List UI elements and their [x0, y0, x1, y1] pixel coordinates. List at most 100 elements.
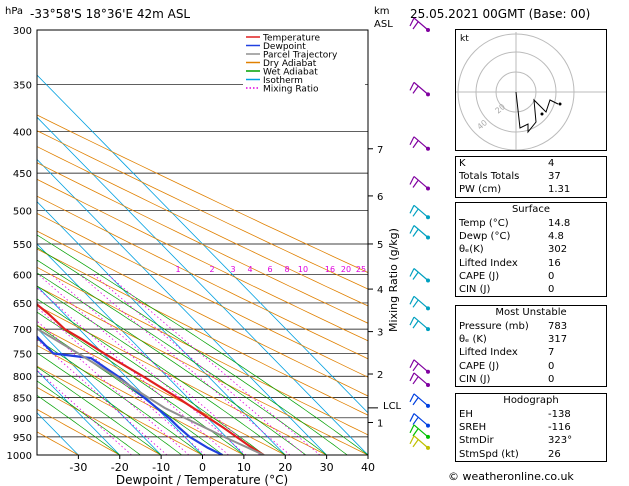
wind-barb — [413, 136, 429, 150]
mixing-ratio-line — [38, 274, 247, 455]
row-value: 783 — [548, 321, 568, 332]
dry-adiabat — [37, 408, 120, 455]
height-km-tick-label: 2 — [377, 370, 383, 381]
legend-item-label: Dewpoint — [263, 42, 306, 52]
wind-barb — [413, 424, 429, 438]
table-row: θₑ (K) 317 — [456, 333, 606, 346]
row-label: K — [459, 158, 466, 169]
table-title: Most Unstable — [495, 307, 567, 318]
row-label: θₑ (K) — [459, 334, 487, 346]
table-row: Pressure (mb) 783 — [456, 320, 606, 333]
row-label: CIN (J) — [459, 373, 491, 385]
table-row: θₑ(K) 302 — [456, 243, 606, 256]
dry-adiabat — [37, 305, 327, 455]
table-row: StmSpd (kt) 26 — [456, 448, 606, 461]
row-label: Pressure (mb) — [459, 321, 529, 332]
row-value: 37 — [548, 171, 561, 183]
dry-adiabat — [37, 431, 79, 455]
wind-barb — [413, 413, 429, 427]
row-label: SREH — [459, 422, 487, 434]
table-row: PW (cm) 1.31 — [456, 183, 606, 196]
height-km-tick-label: 3 — [377, 328, 383, 339]
row-label: CAPE (J) — [459, 270, 500, 282]
legend-item-label: Temperature — [262, 34, 320, 44]
legend-item-label: Dry Adiabat — [263, 59, 317, 69]
x-axis-label: Dewpoint / Temperature (°C) — [116, 473, 288, 486]
row-value: 323° — [548, 435, 573, 447]
dry-adiabat — [37, 178, 368, 342]
dry-adiabat — [37, 114, 368, 273]
wind-barb — [413, 435, 429, 449]
row-value: 7 — [548, 347, 555, 359]
wet-adiabat — [37, 366, 162, 455]
mixing-ratio-line — [107, 274, 321, 455]
table-title: Surface — [511, 204, 551, 215]
row-label: θₑ(K) — [459, 244, 484, 256]
mixing-ratio-label: 8 — [284, 265, 289, 274]
mixing-ratio-label: 16 — [325, 265, 335, 274]
mixing-ratio-line — [37, 339, 168, 455]
row-label: CIN (J) — [459, 283, 491, 295]
wet-adiabat — [37, 246, 348, 455]
table-row: Totals Totals 37 — [456, 170, 606, 183]
row-value: 302 — [548, 244, 568, 256]
hodograph-panel: kt 20 40 — [455, 29, 607, 151]
pressure-tick-label: 450 — [13, 169, 32, 180]
isotherm — [37, 158, 327, 455]
row-label: Totals Totals — [459, 171, 520, 183]
wind-barb — [413, 81, 429, 95]
km-label: km — [374, 6, 390, 17]
series-dewpoint — [37, 335, 223, 455]
most-unstable-table: Most Unstable Pressure (mb) 783 θₑ (K) 317 Li… — [455, 305, 607, 387]
pressure-tick-label: 900 — [13, 414, 32, 425]
wind-barb — [413, 295, 429, 309]
dry-adiabat — [37, 365, 203, 455]
pressure-tick-label: 800 — [13, 372, 32, 383]
mixing-ratio-label: 6 — [267, 265, 272, 274]
height-km-tick-label: 5 — [377, 240, 383, 251]
row-value: 26 — [548, 448, 561, 460]
height-km-tick-label: 1 — [377, 418, 383, 429]
height-km-tick-label: 6 — [377, 192, 383, 203]
datetime-label: 25.05.2021 00GMT (Base: 00) — [410, 7, 591, 21]
wind-barb — [413, 359, 429, 373]
row-value: -138 — [548, 409, 571, 420]
table-row: CAPE (J) 0 — [456, 360, 606, 373]
isotherm — [37, 243, 245, 455]
isotherm — [37, 116, 368, 455]
mixing-ratio-line — [51, 274, 261, 455]
wind-barb — [413, 268, 429, 281]
table-row: StmDir 323° — [456, 434, 606, 447]
temp-tick-label: -20 — [111, 461, 129, 474]
mixing-ratio-line — [37, 287, 229, 455]
mixing-ratio-axis-label: Mixing Ratio (g/kg) — [387, 228, 400, 332]
pressure-tick-label: 600 — [13, 271, 32, 282]
table-row: Lifted Index 16 — [456, 257, 606, 270]
mixing-ratio-label: 2 — [209, 265, 214, 274]
dry-adiabat — [37, 195, 368, 360]
row-value: 0 — [548, 283, 555, 295]
hodograph-trace — [515, 91, 559, 134]
wet-adiabat — [37, 394, 121, 455]
legend-item-label: Wet Adiabat — [263, 68, 318, 78]
table-title: Hodograph — [503, 395, 559, 406]
legend-item-label: Mixing Ratio — [263, 85, 319, 95]
table-row: SREH -116 — [456, 421, 606, 434]
hodograph-plot: kt 20 40 — [456, 32, 606, 151]
isotherm — [37, 412, 79, 455]
hodograph-ring-label: 20 — [494, 102, 508, 115]
pressure-tick-label: 1000 — [7, 451, 32, 462]
row-label: Lifted Index — [459, 347, 518, 359]
dry-adiabat — [37, 266, 368, 436]
pressure-tick-label: 550 — [13, 240, 32, 251]
isotherm — [37, 327, 162, 455]
row-value: 4.8 — [548, 231, 564, 243]
wind-barb — [413, 204, 429, 218]
dry-adiabat — [37, 130, 368, 290]
hodograph-table: Hodograph EH -138 SREH -116 StmDir 323° StmSpd … — [455, 393, 607, 462]
mixing-ratio-label: 3 — [230, 265, 235, 274]
dry-adiabat — [37, 230, 368, 397]
wind-barb — [413, 17, 429, 31]
